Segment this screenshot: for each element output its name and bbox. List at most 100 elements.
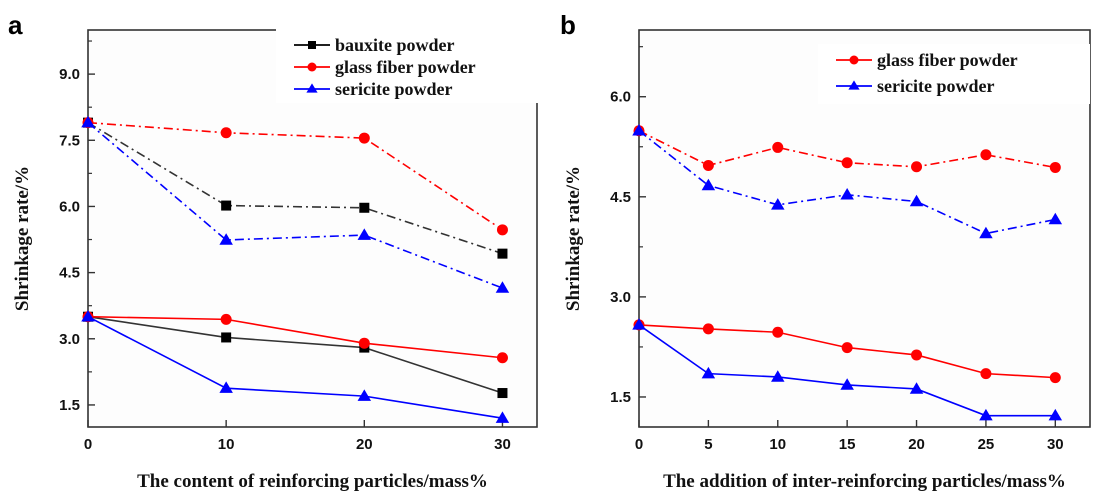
legend-item: glass fiber powder <box>836 50 1018 70</box>
legend-label: glass fiber powder <box>877 50 1018 70</box>
data-point <box>911 161 923 173</box>
legend-marker <box>306 83 318 93</box>
y-tick-label: 9.0 <box>59 66 80 83</box>
x-tick-label: 30 <box>494 436 511 453</box>
x-tick-label: 30 <box>1047 436 1064 453</box>
data-point <box>979 408 993 421</box>
series-layer-b <box>632 124 1063 421</box>
x-tick-label: 10 <box>218 436 235 453</box>
data-point <box>979 226 993 239</box>
series-line <box>87 122 503 289</box>
series-line <box>87 315 503 394</box>
data-point <box>840 378 854 390</box>
y-tick-label: 4.5 <box>610 189 631 206</box>
x-tick-label: 20 <box>908 436 925 453</box>
y-axis-title-b: Shrinkage rate/% <box>563 166 584 311</box>
data-point <box>496 352 508 364</box>
series-layer-a <box>81 115 510 423</box>
x-axis-title-b: The addition of inter-reinforcing partic… <box>663 471 1066 492</box>
data-point <box>1048 212 1063 225</box>
data-point <box>357 228 372 240</box>
x-tick-label: 20 <box>356 436 373 453</box>
panel-label-a: a <box>8 10 23 40</box>
legend-item: sericite powder <box>836 76 994 96</box>
legend-label: sericite powder <box>335 79 452 99</box>
legend-box <box>818 44 1090 104</box>
legend-marker <box>848 80 860 90</box>
x-tick-label: 5 <box>704 436 712 453</box>
y-tick-label: 4.5 <box>59 265 80 282</box>
data-point <box>909 382 924 394</box>
data-point <box>358 132 370 144</box>
data-point <box>772 326 784 338</box>
data-point <box>81 309 95 322</box>
x-axis-title-a: The content of reinforcing particles/mas… <box>137 471 488 492</box>
legend-label: glass fiber powder <box>335 57 476 77</box>
y-tick-label: 6.0 <box>610 89 631 106</box>
panel-a: a 0 10 20 30 1.5 3.0 4.5 6.0 7.5 9.0 The content … <box>8 10 548 492</box>
y-tick-label: 6.0 <box>59 198 80 215</box>
legend-marker <box>308 41 316 49</box>
legend-label: sericite powder <box>877 76 994 96</box>
series-sericite-powder-solid <box>81 309 510 423</box>
y-tick-label: 7.5 <box>59 132 80 149</box>
legend-label: bauxite powder <box>335 35 455 55</box>
x-tick-label: 0 <box>84 436 92 453</box>
data-point <box>497 388 508 399</box>
data-point <box>220 127 232 139</box>
data-point <box>357 389 372 401</box>
data-point <box>220 313 232 325</box>
data-point <box>632 318 646 330</box>
data-point <box>909 194 924 207</box>
data-point <box>221 332 232 343</box>
series-line <box>87 315 503 359</box>
y-tick-label: 1.5 <box>59 397 80 414</box>
series-sericite-powder-dash-dot <box>632 124 1063 239</box>
data-point <box>771 198 785 210</box>
y-tick-label: 3.0 <box>59 331 80 348</box>
data-point <box>358 337 370 349</box>
data-point <box>1048 408 1063 421</box>
data-point <box>702 323 714 335</box>
data-point <box>219 233 233 245</box>
data-point <box>81 115 95 128</box>
data-point <box>702 159 714 171</box>
legend-b: glass fiber powder sericite powder <box>818 44 1090 104</box>
legend-marker <box>307 62 317 72</box>
series-line <box>87 316 503 419</box>
data-point <box>359 202 370 213</box>
data-point <box>701 366 716 379</box>
x-tick-label: 10 <box>769 436 786 453</box>
series-sericite-powder-solid <box>632 318 1063 421</box>
data-point <box>632 124 646 136</box>
data-point <box>497 248 508 259</box>
y-tick-label: 3.0 <box>610 289 631 306</box>
data-point <box>772 141 784 153</box>
data-point <box>980 149 992 161</box>
data-point <box>841 342 853 354</box>
data-point <box>840 188 854 200</box>
data-point <box>701 178 716 191</box>
x-tick-label: 0 <box>635 436 643 453</box>
legend-box <box>276 29 548 103</box>
data-point <box>771 370 785 382</box>
y-tick-label: 1.5 <box>610 389 631 406</box>
legend-item: bauxite powder <box>294 35 455 55</box>
data-point <box>219 381 233 393</box>
legend-item: sericite powder <box>294 79 452 99</box>
tick-labels-b: 0 5 10 15 20 25 30 1.5 3.0 4.5 6.0 <box>610 89 1064 453</box>
legend-marker <box>849 55 859 65</box>
data-point <box>1049 161 1061 173</box>
series-line <box>87 121 503 255</box>
data-point <box>980 368 992 380</box>
panel-label-b: b <box>560 10 576 40</box>
tick-labels-a: 0 10 20 30 1.5 3.0 4.5 6.0 7.5 9.0 <box>59 66 511 453</box>
data-point <box>495 411 510 423</box>
series-sericite-powder-dash-dot <box>81 115 510 293</box>
data-point <box>221 200 232 211</box>
y-axis-title-a: Shrinkage rate/% <box>12 166 33 311</box>
panel-b: b 0 5 10 15 20 25 30 1.5 3.0 4.5 6.0 The addition … <box>560 10 1091 492</box>
data-point <box>1049 372 1061 384</box>
axis-ticks-b <box>638 46 1057 427</box>
